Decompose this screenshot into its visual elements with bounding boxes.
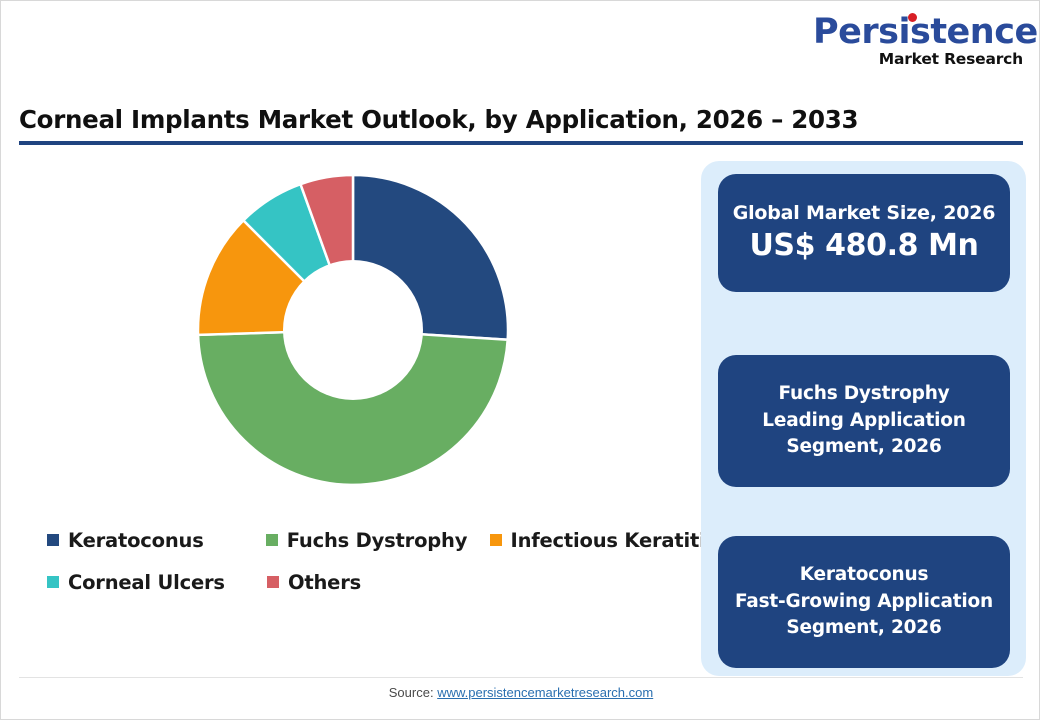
card-leading-line-3: Segment, 2026 <box>786 436 942 458</box>
red-dot-icon <box>908 13 917 22</box>
card-leading-line-1: Fuchs Dystrophy <box>778 382 950 404</box>
logo-wordmark-text: Persistence <box>813 12 1038 52</box>
legend-label-fuchs-dystrophy: Fuchs Dystrophy <box>286 528 468 552</box>
donut-chart-svg <box>196 173 510 487</box>
legend-item-corneal-ulcers[interactable]: Corneal Ulcers <box>47 571 267 594</box>
legend-item-keratoconus[interactable]: Keratoconus <box>47 529 266 552</box>
legend-label-corneal-ulcers: Corneal Ulcers <box>68 570 225 594</box>
legend-item-fuchs-dystrophy[interactable]: Fuchs Dystrophy <box>265 528 490 552</box>
card-fast-growing-line-3: Segment, 2026 <box>786 617 942 639</box>
legend-label-others: Others <box>288 570 362 594</box>
card-fast-growing-line-2: Fast-Growing Application <box>734 590 994 612</box>
legend-item-infectious-keratitis[interactable]: Infectious Keratitis <box>489 528 718 552</box>
title-block: Corneal Implants Market Outlook, by Appl… <box>19 105 1023 145</box>
source-line: Source: www.persistencemarketresearch.co… <box>1 685 1039 700</box>
card-leading-segment: Fuchs Dystrophy Leading Application Segm… <box>718 355 1010 487</box>
legend-label-keratoconus: Keratoconus <box>68 528 204 552</box>
company-logo: Persistence Market Research <box>813 13 1038 68</box>
source-link[interactable]: www.persistencemarketresearch.com <box>437 685 654 700</box>
logo-wordmark: Persistence <box>813 12 1038 52</box>
logo-tagline: Market Research <box>878 50 1023 68</box>
legend-swatch-corneal-ulcers <box>47 576 59 588</box>
legend-label-infectious-keratitis: Infectious Keratitis <box>510 528 718 552</box>
card-leading-line-2: Leading Application <box>762 409 966 431</box>
card-fast-growing-line-1: Keratoconus <box>799 563 929 585</box>
chart-area <box>1 156 701 516</box>
legend-swatch-infectious-keratitis <box>489 534 502 546</box>
footer-divider <box>19 677 1023 678</box>
legend-item-others[interactable]: Others <box>267 571 361 594</box>
card-market-size-heading: Global Market Size, 2026 <box>732 201 996 224</box>
legend-row-1: Keratoconus Fuchs Dystrophy Infectious K… <box>47 519 717 561</box>
legend-swatch-fuchs-dystrophy <box>265 534 278 546</box>
donut-slice-fuchs-dystrophy[interactable] <box>196 328 510 487</box>
highlights-panel: Global Market Size, 2026 US$ 480.8 Mn Fu… <box>701 161 1026 676</box>
legend-swatch-keratoconus <box>47 534 59 546</box>
card-fast-growing-segment: Keratoconus Fast-Growing Application Seg… <box>718 536 1010 668</box>
chart-legend: Keratoconus Fuchs Dystrophy Infectious K… <box>47 519 717 603</box>
donut-chart <box>193 170 513 490</box>
donut-hole <box>283 260 423 400</box>
page-title: Corneal Implants Market Outlook, by Appl… <box>19 105 859 134</box>
legend-swatch-others <box>267 576 279 588</box>
card-global-market-size: Global Market Size, 2026 US$ 480.8 Mn <box>718 174 1010 292</box>
title-divider <box>19 141 1023 145</box>
card-market-size-value: US$ 480.8 Mn <box>749 228 979 264</box>
legend-row-2: Corneal Ulcers Others <box>47 561 717 603</box>
source-prefix: Source: <box>388 685 438 700</box>
